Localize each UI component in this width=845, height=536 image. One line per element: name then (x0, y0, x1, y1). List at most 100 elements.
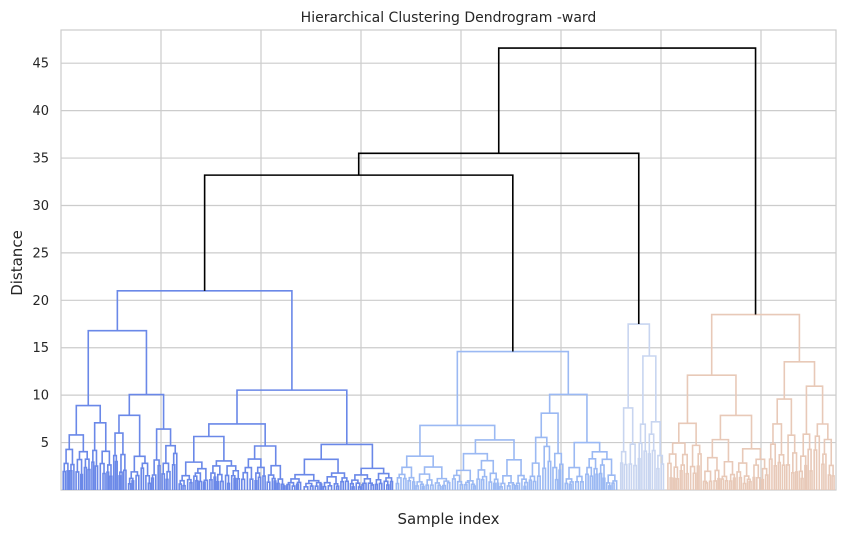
dendrogram-link (804, 464, 808, 490)
dendrogram-link (702, 480, 708, 490)
dendrogram-link (717, 477, 721, 490)
dendrogram-link (728, 480, 733, 490)
dendrogram-link (667, 462, 672, 490)
dendrogram-link (411, 481, 416, 490)
dendrogram-link (257, 476, 262, 490)
dendrogram-link (755, 458, 766, 469)
dendrogram-link (462, 452, 489, 471)
dendrogram-link (502, 474, 512, 484)
dendrogram-link (465, 481, 471, 490)
dendrogram-link (791, 472, 795, 490)
dendrogram-link (236, 477, 241, 490)
dendrogram-link (595, 473, 599, 490)
dendrogram-link (330, 472, 346, 478)
dendrogram-link (543, 445, 551, 469)
dendrogram-link (706, 456, 718, 472)
y-tick-label: 10 (32, 389, 49, 404)
dendrogram-link (429, 484, 434, 490)
dendrogram-link (93, 422, 107, 452)
dendrogram-link (319, 483, 323, 490)
dendrogram-link (547, 460, 552, 490)
dendrogram-link (320, 443, 374, 469)
dendrogram-link (689, 465, 696, 490)
dendrogram-link (602, 477, 606, 490)
dendrogram-link (828, 464, 834, 476)
dendrogram-link (66, 470, 70, 490)
dendrogram-link (340, 480, 345, 490)
dendrogram-link (554, 478, 559, 490)
dendrogram-link (315, 481, 322, 487)
dendrogram-link (760, 478, 765, 490)
dendrogram-link (273, 480, 277, 490)
dendrogram-link (638, 442, 643, 490)
dendrogram-link (341, 477, 348, 482)
dendrogram-link (65, 448, 74, 465)
dendrogram-link (198, 480, 203, 490)
dendrogram-link (656, 467, 660, 490)
dendrogram-link (68, 434, 85, 452)
dendrogram-link (166, 470, 171, 490)
dendrogram-link (657, 454, 664, 469)
dendrogram-link (778, 454, 785, 466)
dendrogram-link (542, 467, 547, 490)
dendrogram-link (647, 453, 651, 490)
dendrogram-link (236, 389, 348, 445)
dendrogram-link (270, 464, 282, 480)
dendrogram-link (783, 361, 816, 400)
dendrogram-link (611, 482, 615, 490)
dendrogram-link (823, 438, 833, 466)
dendrogram-link (601, 458, 613, 476)
y-tick-label: 15 (32, 341, 49, 356)
dendrogram-link (464, 483, 468, 490)
dendrogram-link (441, 485, 445, 490)
dendrogram-link (599, 464, 605, 479)
dendrogram-link (157, 464, 161, 490)
dendrogram-link (385, 477, 393, 482)
dendrogram-link (741, 448, 762, 464)
dendrogram-link (216, 473, 223, 482)
dendrogram-link (446, 481, 451, 490)
dendrogram-link (101, 450, 111, 465)
dendrogram-link (370, 484, 375, 490)
dendrogram-link (419, 483, 425, 490)
dendrogram-link (493, 478, 499, 484)
dendrogram-link (377, 472, 390, 480)
dendrogram-link (629, 443, 636, 466)
dendrogram-link (208, 423, 266, 447)
dendrogram-link (127, 482, 132, 490)
dendrogram-link (720, 478, 725, 490)
dendrogram-link (78, 450, 88, 460)
dendrogram-link (619, 462, 624, 490)
dendrogram-link (193, 475, 198, 490)
dendrogram-link (637, 457, 641, 490)
dendrogram-link (756, 476, 761, 490)
dendrogram-link (593, 467, 598, 490)
dendrogram-link (219, 480, 224, 490)
dendrogram-link (106, 471, 110, 490)
dendrogram-link (692, 472, 697, 490)
dendrogram-link (181, 474, 191, 481)
dendrogram-link (128, 393, 165, 430)
dendrogram-link (568, 483, 572, 490)
dendrogram-link (761, 467, 768, 480)
dendrogram-link (87, 329, 148, 406)
dendrogram-link (184, 461, 203, 476)
dendrogram-link (203, 479, 209, 490)
dendrogram-link (408, 476, 415, 482)
dendrogram-link (294, 473, 315, 481)
dendrogram-link (764, 474, 769, 490)
dendrogram-link (247, 458, 262, 468)
chart-title: Hierarchical Clustering Dendrogram -ward (301, 10, 597, 26)
dendrogram-link (772, 423, 783, 455)
dendrogram-link (109, 475, 113, 490)
dendrogram-link (291, 485, 296, 490)
dendrogram-link (742, 482, 747, 490)
dendrogram-link (151, 474, 157, 490)
dendrogram-link (135, 474, 140, 490)
dendrogram-link (686, 374, 737, 424)
dendrogram-link (451, 478, 456, 490)
dendrogram-link (691, 444, 701, 467)
dendrogram-link (242, 471, 249, 490)
dendrogram-link (75, 471, 80, 490)
